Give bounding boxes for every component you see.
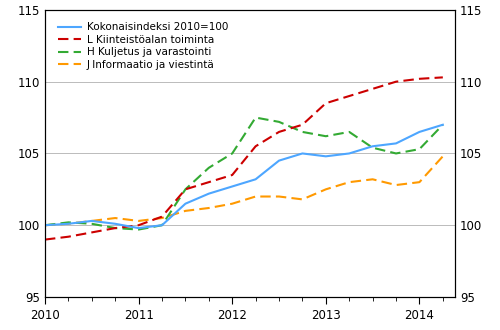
Kokonaisindeksi 2010=100 — [159, 223, 165, 227]
L Kiinteistöalan toiminta — [346, 94, 352, 98]
L Kiinteistöalan toiminta — [440, 75, 446, 79]
J Informaatio ja viestintä — [300, 197, 306, 201]
Kokonaisindeksi 2010=100 — [66, 222, 71, 226]
L Kiinteistöalan toiminta — [323, 101, 329, 105]
J Informaatio ja viestintä — [276, 195, 282, 199]
Line: H Kuljetus ja varastointi: H Kuljetus ja varastointi — [45, 117, 443, 230]
L Kiinteistöalan toiminta — [276, 130, 282, 134]
H Kuljetus ja varastointi — [416, 147, 422, 151]
Kokonaisindeksi 2010=100 — [182, 202, 188, 206]
L Kiinteistöalan toiminta — [42, 238, 48, 242]
L Kiinteistöalan toiminta — [159, 214, 165, 218]
Kokonaisindeksi 2010=100 — [323, 154, 329, 158]
Legend: Kokonaisindeksi 2010=100, L Kiinteistöalan toiminta, H Kuljetus ja varastointi, : Kokonaisindeksi 2010=100, L Kiinteistöal… — [54, 18, 232, 74]
J Informaatio ja viestintä — [323, 187, 329, 191]
L Kiinteistöalan toiminta — [416, 77, 422, 81]
L Kiinteistöalan toiminta — [206, 180, 212, 184]
Kokonaisindeksi 2010=100 — [252, 177, 258, 181]
Kokonaisindeksi 2010=100 — [440, 123, 446, 127]
Kokonaisindeksi 2010=100 — [416, 130, 422, 134]
J Informaatio ja viestintä — [66, 222, 71, 226]
J Informaatio ja viestintä — [89, 219, 95, 223]
H Kuljetus ja varastointi — [136, 228, 141, 232]
L Kiinteistöalan toiminta — [229, 173, 235, 177]
J Informaatio ja viestintä — [252, 195, 258, 199]
Kokonaisindeksi 2010=100 — [393, 142, 399, 146]
J Informaatio ja viestintä — [159, 216, 165, 220]
H Kuljetus ja varastointi — [42, 223, 48, 227]
Kokonaisindeksi 2010=100 — [300, 151, 306, 155]
J Informaatio ja viestintä — [42, 223, 48, 227]
H Kuljetus ja varastointi — [323, 134, 329, 138]
L Kiinteistöalan toiminta — [182, 187, 188, 191]
Kokonaisindeksi 2010=100 — [229, 184, 235, 188]
L Kiinteistöalan toiminta — [89, 230, 95, 234]
H Kuljetus ja varastointi — [393, 151, 399, 155]
J Informaatio ja viestintä — [416, 180, 422, 184]
J Informaatio ja viestintä — [112, 216, 118, 220]
Kokonaisindeksi 2010=100 — [370, 144, 376, 148]
Kokonaisindeksi 2010=100 — [42, 223, 48, 227]
H Kuljetus ja varastointi — [206, 166, 212, 170]
J Informaatio ja viestintä — [229, 202, 235, 206]
H Kuljetus ja varastointi — [89, 222, 95, 226]
Kokonaisindeksi 2010=100 — [89, 219, 95, 223]
J Informaatio ja viestintä — [182, 209, 188, 213]
Kokonaisindeksi 2010=100 — [276, 159, 282, 163]
Kokonaisindeksi 2010=100 — [112, 222, 118, 226]
Kokonaisindeksi 2010=100 — [206, 192, 212, 196]
Kokonaisindeksi 2010=100 — [346, 151, 352, 155]
Line: J Informaatio ja viestintä: J Informaatio ja viestintä — [45, 156, 443, 225]
H Kuljetus ja varastointi — [66, 220, 71, 224]
Kokonaisindeksi 2010=100 — [136, 226, 141, 230]
H Kuljetus ja varastointi — [229, 151, 235, 155]
L Kiinteistöalan toiminta — [370, 87, 376, 91]
H Kuljetus ja varastointi — [346, 130, 352, 134]
J Informaatio ja viestintä — [206, 206, 212, 210]
L Kiinteistöalan toiminta — [66, 235, 71, 239]
H Kuljetus ja varastointi — [440, 123, 446, 127]
J Informaatio ja viestintä — [440, 154, 446, 158]
H Kuljetus ja varastointi — [112, 226, 118, 230]
Line: L Kiinteistöalan toiminta: L Kiinteistöalan toiminta — [45, 77, 443, 240]
H Kuljetus ja varastointi — [370, 146, 376, 150]
J Informaatio ja viestintä — [370, 177, 376, 181]
H Kuljetus ja varastointi — [159, 223, 165, 227]
J Informaatio ja viestintä — [136, 219, 141, 223]
L Kiinteistöalan toiminta — [252, 144, 258, 148]
L Kiinteistöalan toiminta — [112, 226, 118, 230]
J Informaatio ja viestintä — [393, 183, 399, 187]
H Kuljetus ja varastointi — [182, 187, 188, 191]
L Kiinteistöalan toiminta — [393, 80, 399, 83]
H Kuljetus ja varastointi — [300, 130, 306, 134]
L Kiinteistöalan toiminta — [136, 223, 141, 227]
Line: Kokonaisindeksi 2010=100: Kokonaisindeksi 2010=100 — [45, 125, 443, 228]
J Informaatio ja viestintä — [346, 180, 352, 184]
L Kiinteistöalan toiminta — [300, 123, 306, 127]
H Kuljetus ja varastointi — [276, 120, 282, 124]
H Kuljetus ja varastointi — [252, 115, 258, 119]
